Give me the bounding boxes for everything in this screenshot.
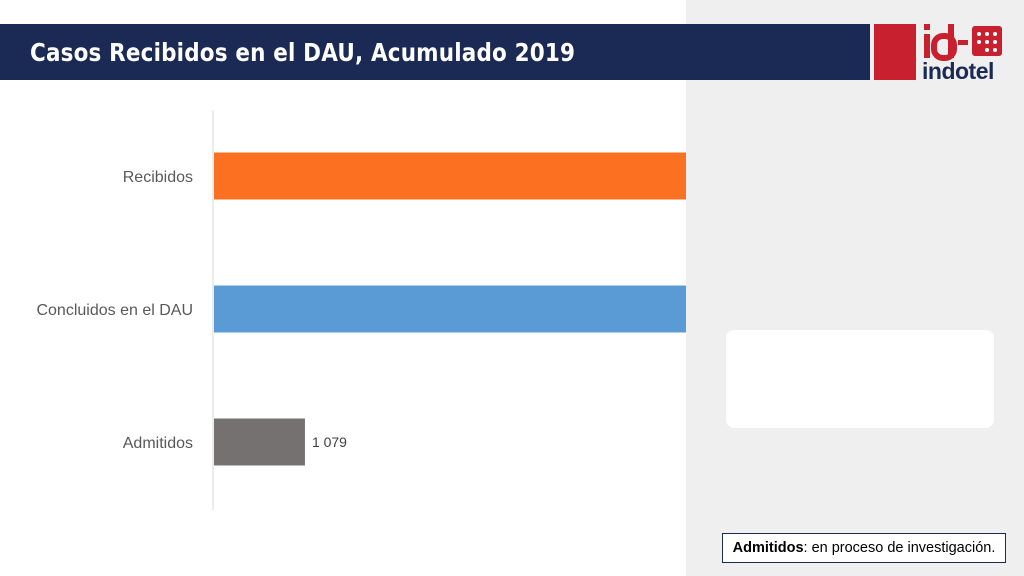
bar-chart: Recibidos7 735Concluidos en el DAU6 631A… bbox=[36, 110, 686, 510]
category-label-2: Admitidos bbox=[123, 435, 193, 452]
background-cutout-top bbox=[686, 116, 778, 246]
bar-0 bbox=[214, 152, 686, 200]
logo-wordmark: indotel bbox=[922, 58, 994, 84]
bar-2 bbox=[214, 418, 305, 466]
title-bar: Casos Recibidos en el DAU, Acumulado 201… bbox=[0, 24, 870, 80]
footnote-text: : en proceso de investigación. bbox=[803, 540, 996, 556]
background-panel bbox=[686, 0, 1024, 576]
category-label-0: Recibidos bbox=[123, 169, 193, 186]
slide-title: Casos Recibidos en el DAU, Acumulado 201… bbox=[30, 37, 576, 67]
value-label-2: 1 079 bbox=[312, 434, 347, 450]
footnote-term: Admitidos bbox=[732, 540, 804, 556]
footnote-box: Admitidos: en proceso de investigación. bbox=[722, 533, 1006, 563]
logo-red-block bbox=[874, 24, 916, 80]
category-label-1: Concluidos en el DAU bbox=[36, 302, 193, 319]
bar-1 bbox=[214, 285, 686, 333]
indotel-logo-icon bbox=[924, 24, 1002, 61]
background-cutout-right bbox=[726, 330, 994, 428]
